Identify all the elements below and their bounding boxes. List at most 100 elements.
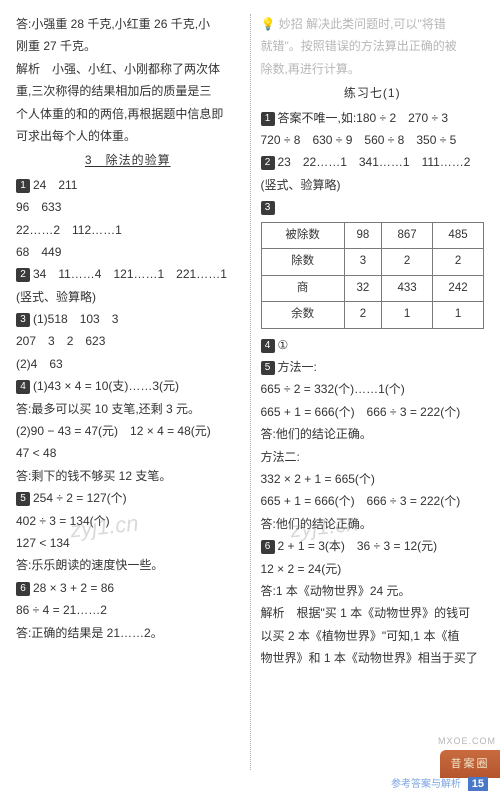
footer-label: 参考答案与解析 [391,779,461,790]
table-row: 被除数 98 867 485 [261,222,484,249]
cell: 485 [433,222,484,249]
text: 127 < 134 [16,533,240,553]
cell: 除数 [261,249,344,276]
item-5: 5方法一: [261,357,485,377]
cell: 433 [382,275,433,302]
analysis-text: 物世界》和 1 本《动物世界》相当于买了 [261,648,485,668]
cell: 242 [433,275,484,302]
answer-text: 答:他们的结论正确。 [261,514,485,534]
right-column: 💡 妙招 解决此类问题时,可以"将错 就错"。按照错误的方法算出正确的被 除数,… [261,14,485,770]
text: (竖式、验算略) [16,287,240,307]
tip-text: 就错"。按照错误的方法算出正确的被 [261,36,485,56]
item-4: 4① [261,335,485,355]
text: 2 + 1 = 3(本) 36 ÷ 3 = 12(元) [278,539,438,553]
analysis-text: 重,三次称得的结果相加后的质量是三 [16,81,240,101]
cell: 余数 [261,302,344,329]
text: (1)518 103 3 [33,312,118,326]
badge-3: 3 [16,313,30,327]
text: 23 22……1 341……1 111……2 [278,155,471,169]
cell: 2 [433,249,484,276]
cell: 1 [433,302,484,329]
item-1: 1答案不唯一,如:180 ÷ 2 270 ÷ 3 [261,108,485,128]
analysis-text: 解析 小强、小红、小刚都称了两次体 [16,59,240,79]
badge-5: 5 [16,492,30,506]
text: 207 3 2 623 [16,331,240,351]
text: 答案不唯一,如:180 ÷ 2 270 ÷ 3 [278,111,449,125]
text: (2)4 63 [16,354,240,374]
tip-line: 💡 妙招 解决此类问题时,可以"将错 [261,14,485,34]
corner-badge: 昔案圈 [440,750,500,778]
text: 28 × 3 + 2 = 86 [33,581,114,595]
cell: 3 [344,249,381,276]
text: 720 ÷ 8 630 ÷ 9 560 ÷ 8 350 ÷ 5 [261,130,485,150]
text: 12 × 2 = 24(元) [261,559,485,579]
lightbulb-icon: 💡 [261,17,276,31]
badge-3: 3 [261,201,275,215]
page-footer: 参考答案与解析 15 [391,775,488,794]
text: 答:小强重 28 千克,小红重 26 千克,小 [16,14,240,34]
text: 402 ÷ 3 = 134(个) [16,511,240,531]
answer-text: 答:最多可以买 10 支笔,还剩 3 元。 [16,399,240,419]
text: 刚重 27 千克。 [16,36,240,56]
answer-text: 答:他们的结论正确。 [261,424,485,444]
table-row: 商 32 433 242 [261,275,484,302]
cell: 32 [344,275,381,302]
sub-url: MXOE.COM [438,734,496,749]
answer-text: 答:正确的结果是 21……2。 [16,623,240,643]
analysis-text: 个人体重的和的两倍,再根据题中信息即 [16,104,240,124]
item-1: 124 211 [16,175,240,195]
answer-text: 答:剩下的钱不够买 12 支笔。 [16,466,240,486]
tip-label: 妙招 [279,17,303,31]
text: 96 633 [16,197,240,217]
text: (2)90 − 43 = 47(元) 12 × 4 = 48(元) [16,421,240,441]
answer-text: 答:1 本《动物世界》24 元。 [261,581,485,601]
text: 方法一: [278,360,317,374]
badge-4: 4 [261,339,275,353]
item-3: 3(1)518 103 3 [16,309,240,329]
cell: 商 [261,275,344,302]
badge-1: 1 [16,179,30,193]
text: ① [278,338,289,352]
column-divider [250,14,251,770]
text: 86 ÷ 4 = 21……2 [16,600,240,620]
badge-6: 6 [261,540,275,554]
item-2: 223 22……1 341……1 111……2 [261,152,485,172]
exercise-title: 练习七(1) [261,83,485,103]
badge-5: 5 [261,361,275,375]
text: 22……2 112……1 [16,220,240,240]
cell: 2 [344,302,381,329]
analysis-text: 解析 根据"买 1 本《动物世界》的钱可 [261,603,485,623]
text: 665 + 1 = 666(个) 666 ÷ 3 = 222(个) [261,491,485,511]
text: (1)43 × 4 = 10(支)……3(元) [33,379,179,393]
cell: 867 [382,222,433,249]
cell: 98 [344,222,381,249]
badge-2: 2 [16,268,30,282]
item-6: 62 + 1 = 3(本) 36 ÷ 3 = 12(元) [261,536,485,556]
text: 47 < 48 [16,443,240,463]
item-2: 234 11……4 121……1 221……1 [16,264,240,284]
text: 24 211 [33,178,77,192]
section-title: 3 除法的验算 [16,150,240,170]
page-number: 15 [468,777,488,791]
analysis-text: 以买 2 本《植物世界》"可知,1 本《植 [261,626,485,646]
item-4: 4(1)43 × 4 = 10(支)……3(元) [16,376,240,396]
tip-text: 除数,再进行计算。 [261,59,485,79]
page: 答:小强重 28 千克,小红重 26 千克,小 刚重 27 千克。 解析 小强、… [0,0,500,800]
item-5: 5254 ÷ 2 = 127(个) [16,488,240,508]
item-3: 3 [261,197,485,217]
badge-6: 6 [16,582,30,596]
tip-text: 解决此类问题时,可以"将错 [306,17,446,31]
text: 665 ÷ 2 = 332(个)……1(个) [261,379,485,399]
text: 332 × 2 + 1 = 665(个) [261,469,485,489]
text: (竖式、验算略) [261,175,485,195]
cell: 被除数 [261,222,344,249]
cell: 2 [382,249,433,276]
text: 254 ÷ 2 = 127(个) [33,491,127,505]
table-row: 除数 3 2 2 [261,249,484,276]
table-row: 余数 2 1 1 [261,302,484,329]
badge-4: 4 [16,380,30,394]
text: 665 + 1 = 666(个) 666 ÷ 3 = 222(个) [261,402,485,422]
division-table: 被除数 98 867 485 除数 3 2 2 商 32 433 242 余数 … [261,222,485,329]
text: 34 11……4 121……1 221……1 [33,267,227,281]
text: 68 449 [16,242,240,262]
